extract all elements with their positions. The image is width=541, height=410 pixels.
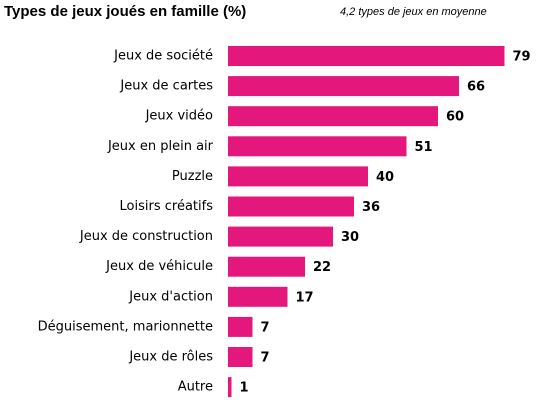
category-label: Jeux vidéo [145,109,213,124]
chart-title: Types de jeux joués en famille (%) [4,3,246,20]
value-label: 7 [261,351,270,366]
category-label: Jeux d'action [128,289,213,304]
bar [228,347,253,367]
value-label: 36 [362,200,380,215]
category-label: Jeux de véhicule [105,259,213,274]
value-label: 17 [296,290,314,305]
value-label: 79 [513,50,531,65]
category-label: Jeux de cartes [119,79,213,94]
category-label: Jeux de rôles [128,350,213,365]
bar [228,106,438,127]
chart-subtitle: 4,2 types de jeux en moyenne [340,6,487,18]
value-label: 1 [240,381,249,396]
bar [228,226,333,247]
value-label: 51 [415,140,433,155]
category-label: Jeux en plein air [107,139,214,154]
bar [228,166,368,187]
value-label: 60 [446,110,464,125]
category-label: Puzzle [172,169,213,184]
category-label: Autre [178,380,213,395]
value-label: 30 [341,230,359,245]
bar [228,46,505,66]
bar [228,136,407,157]
bar [228,76,459,97]
bar [228,256,305,277]
category-label: Jeux de société [113,49,213,64]
value-label: 7 [261,320,270,335]
bar [228,316,253,337]
category-label: Déguisement, marionnette [38,319,213,334]
bar [228,196,354,217]
value-label: 40 [376,170,394,185]
category-label: Jeux de construction [79,229,213,244]
category-label: Loisirs créatifs [120,199,214,214]
bar [228,377,232,398]
value-label: 66 [467,80,485,95]
bar [228,286,288,307]
value-label: 22 [313,260,331,275]
